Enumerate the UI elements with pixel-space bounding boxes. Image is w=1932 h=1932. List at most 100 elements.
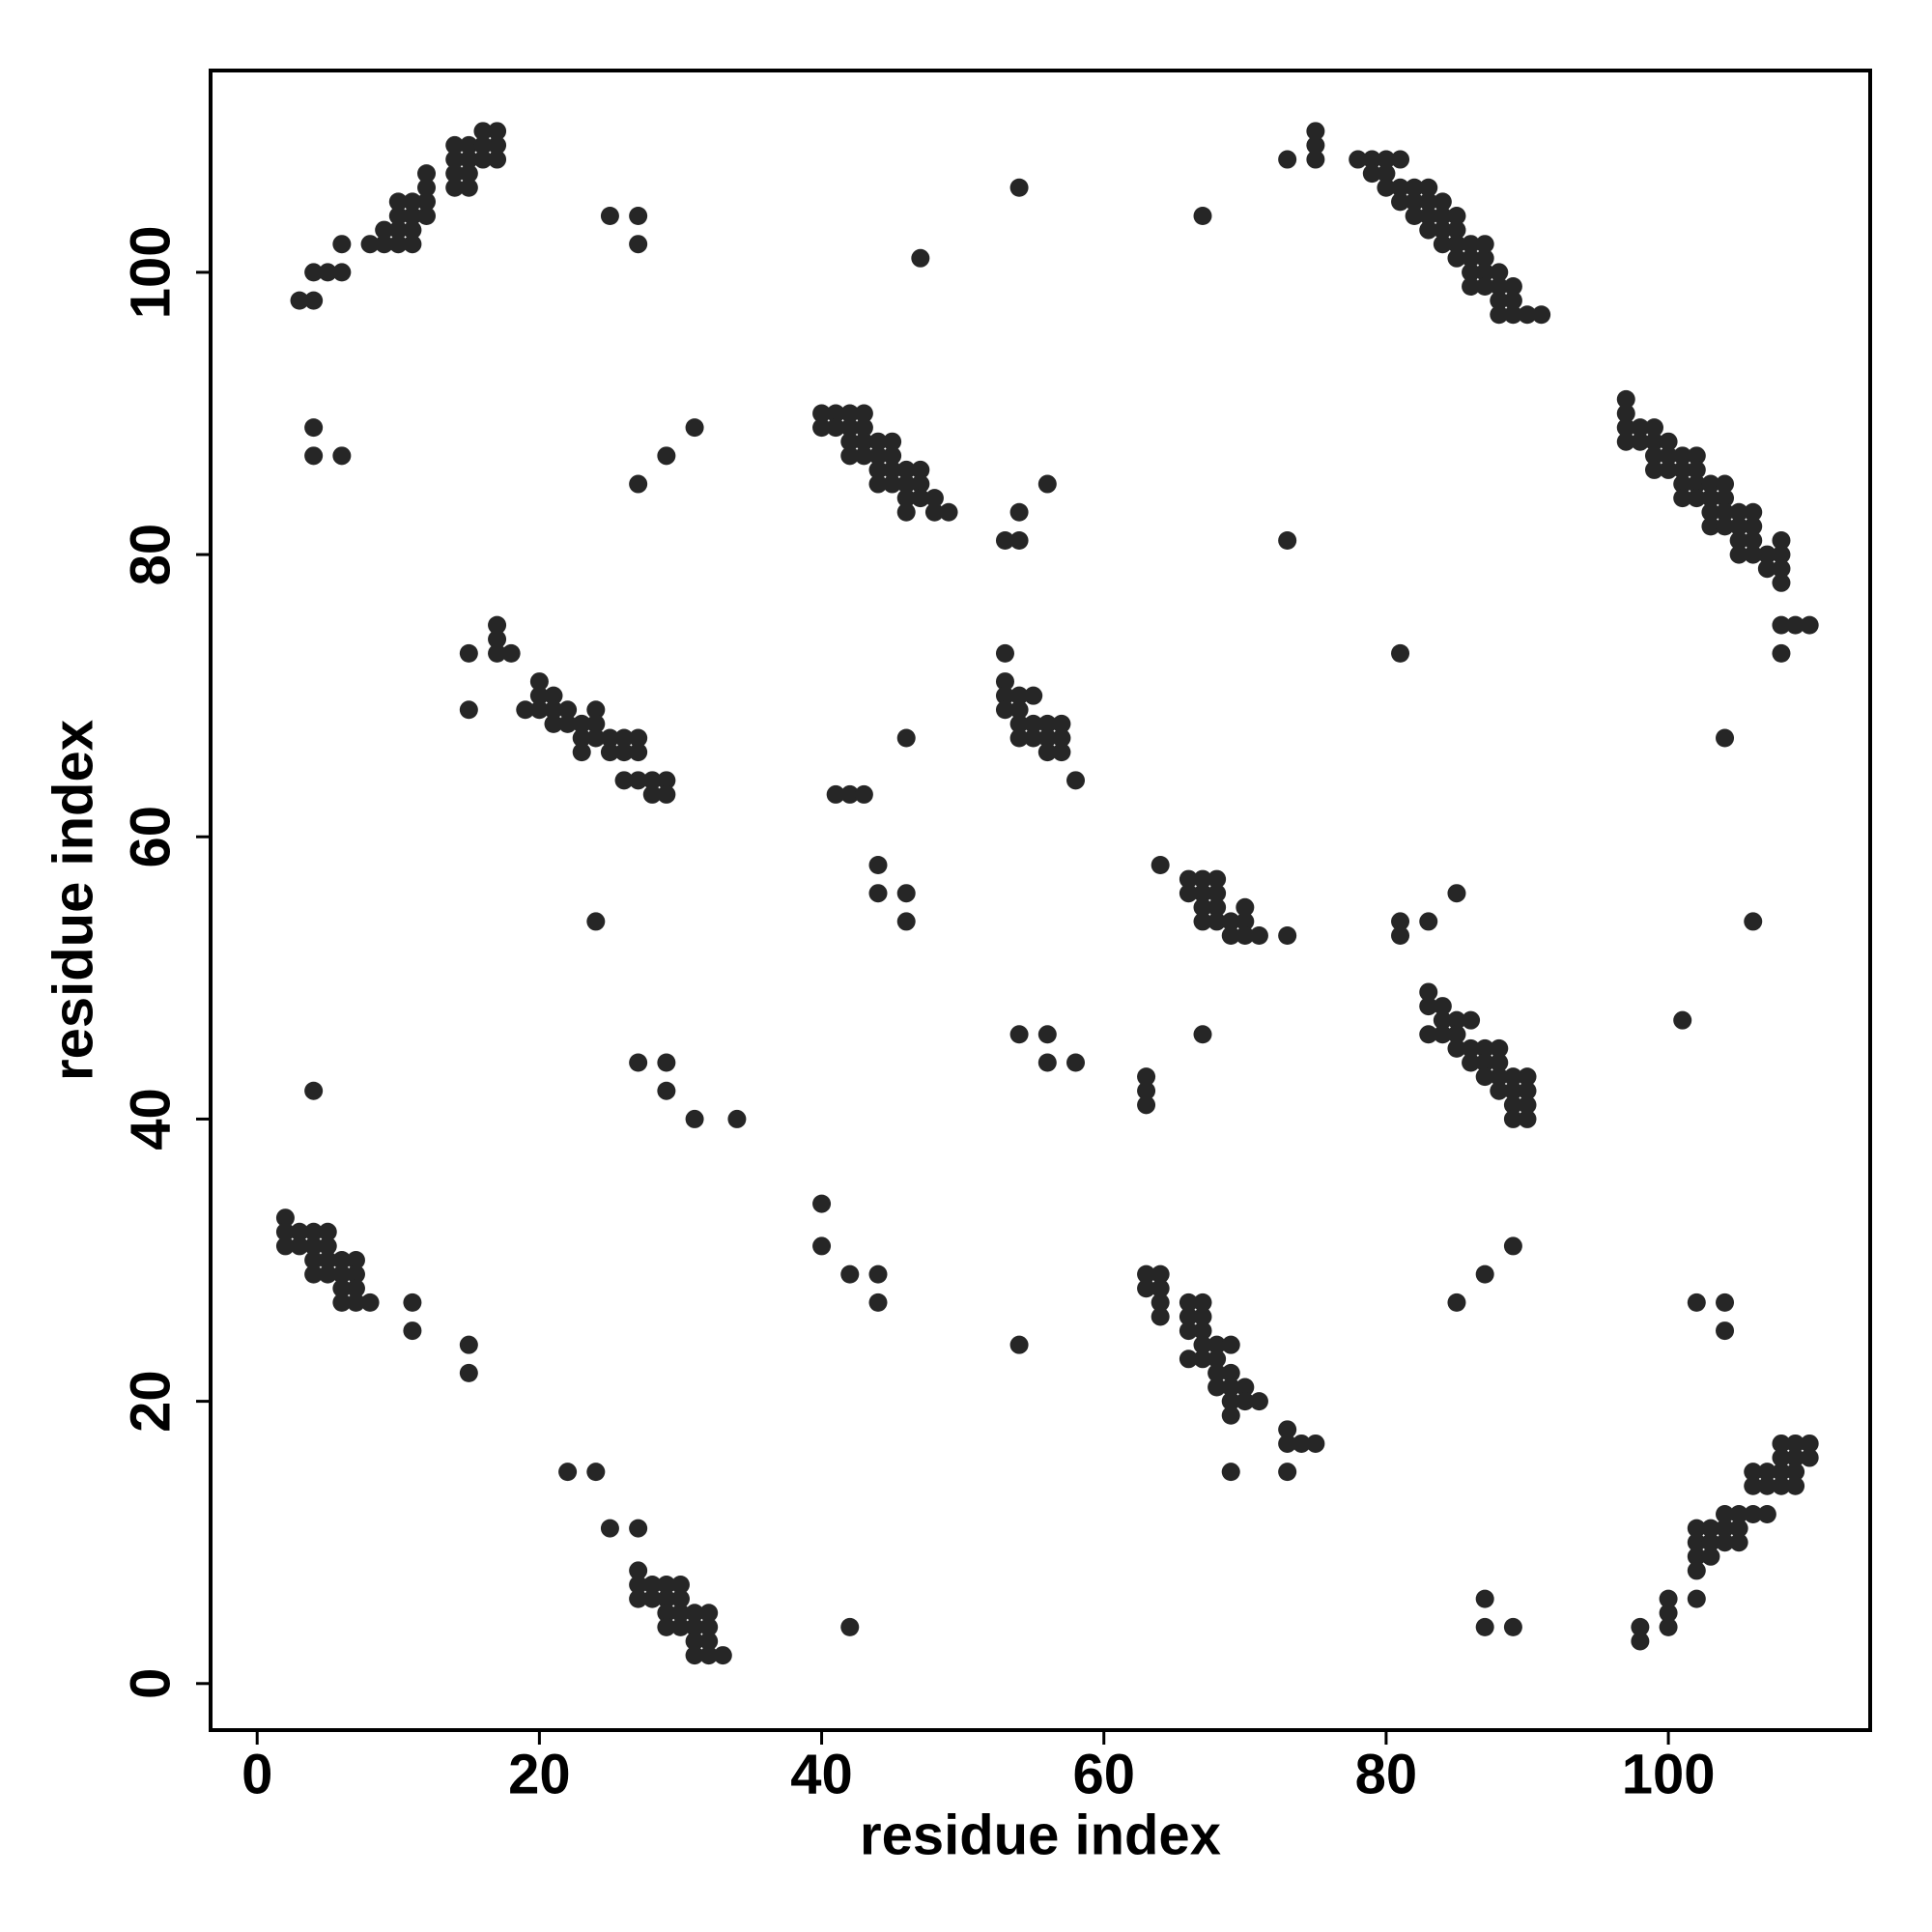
point — [403, 220, 422, 240]
point — [1462, 1053, 1481, 1072]
point — [657, 446, 676, 466]
point — [924, 502, 944, 522]
point — [1729, 1504, 1748, 1523]
x-axis-label: residue index — [860, 1804, 1221, 1866]
point — [911, 460, 930, 479]
point — [1221, 1378, 1240, 1397]
point — [488, 150, 507, 169]
point — [1236, 1378, 1255, 1397]
point — [332, 263, 352, 282]
point — [1772, 530, 1791, 550]
point — [304, 1081, 324, 1100]
point — [896, 728, 916, 748]
point — [642, 784, 662, 804]
point — [318, 1251, 337, 1270]
point — [375, 235, 394, 254]
point — [1475, 277, 1494, 297]
point — [1631, 1617, 1650, 1636]
point — [685, 1617, 704, 1636]
point — [1037, 728, 1057, 748]
point — [868, 474, 888, 494]
point — [826, 418, 845, 438]
point — [1447, 1038, 1466, 1058]
point — [1744, 1476, 1763, 1495]
point — [840, 418, 860, 438]
point — [1616, 404, 1635, 423]
point — [417, 206, 437, 225]
point — [445, 135, 465, 155]
point — [1462, 1010, 1481, 1030]
point — [1518, 305, 1537, 325]
point — [896, 489, 916, 508]
point — [1800, 1434, 1819, 1453]
point — [883, 432, 902, 451]
point — [360, 1293, 380, 1312]
point — [1701, 517, 1720, 536]
point — [670, 1589, 690, 1608]
point — [1631, 432, 1650, 451]
point — [1659, 1589, 1678, 1608]
point — [868, 884, 888, 903]
point — [1221, 1335, 1240, 1354]
point — [1490, 277, 1509, 297]
point — [629, 743, 648, 762]
point — [1503, 277, 1522, 297]
point — [1009, 1025, 1029, 1044]
point — [304, 1222, 324, 1241]
point — [657, 1617, 676, 1636]
point — [1687, 1547, 1706, 1566]
point — [1786, 615, 1805, 635]
point — [388, 235, 408, 254]
point — [896, 884, 916, 903]
point — [1433, 192, 1452, 212]
point — [657, 771, 676, 790]
x-tick-label: 20 — [508, 1743, 571, 1805]
point — [1475, 1264, 1494, 1284]
point — [445, 164, 465, 184]
point — [924, 489, 944, 508]
point — [1772, 545, 1791, 564]
point — [1687, 1533, 1706, 1552]
point — [1644, 446, 1663, 466]
y-tick-label: 100 — [119, 226, 182, 320]
point — [1193, 206, 1212, 225]
point — [1193, 1025, 1212, 1044]
point — [614, 743, 634, 762]
point — [1433, 997, 1452, 1016]
point — [290, 291, 309, 310]
point — [360, 235, 380, 254]
point — [1616, 389, 1635, 409]
point — [1349, 150, 1368, 169]
point — [1037, 743, 1057, 762]
point — [459, 150, 478, 169]
point — [529, 700, 549, 720]
point — [1744, 502, 1763, 522]
point — [290, 1222, 309, 1241]
point — [1490, 1067, 1509, 1087]
point — [600, 206, 619, 225]
point — [1377, 150, 1396, 169]
point — [642, 771, 662, 790]
point — [1503, 1095, 1522, 1115]
point — [1278, 926, 1297, 946]
point — [544, 700, 563, 720]
point — [304, 1236, 324, 1256]
point — [1236, 912, 1255, 931]
point — [1419, 912, 1438, 931]
point — [1193, 869, 1212, 889]
point — [1659, 1617, 1678, 1636]
point — [1278, 150, 1297, 169]
point — [1391, 192, 1410, 212]
point — [459, 1335, 478, 1354]
point — [403, 192, 422, 212]
point — [868, 460, 888, 479]
point — [459, 135, 478, 155]
point — [1729, 1533, 1748, 1552]
point — [473, 135, 493, 155]
point — [1462, 248, 1481, 268]
point — [713, 1646, 732, 1665]
point — [812, 1194, 832, 1213]
point — [1701, 1533, 1720, 1552]
point — [1462, 277, 1481, 297]
point — [1475, 1038, 1494, 1058]
